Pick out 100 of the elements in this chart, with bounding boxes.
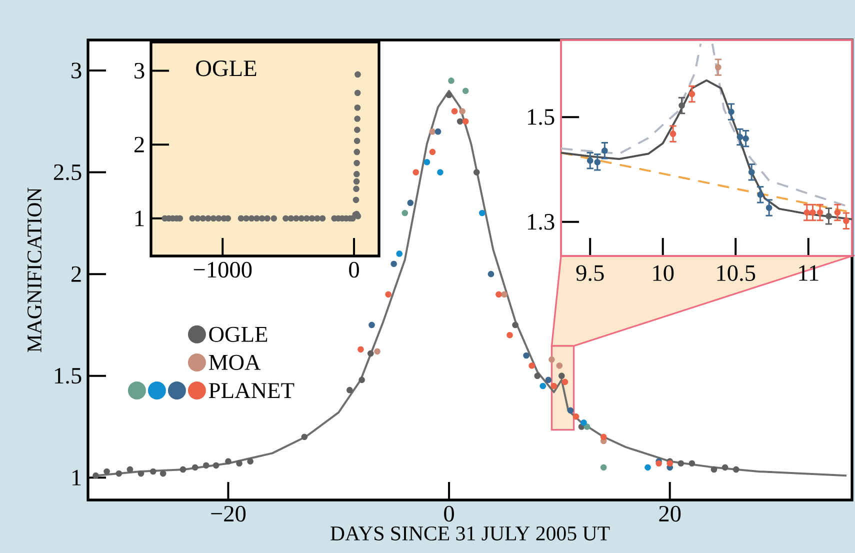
point [462,118,469,125]
point [216,215,222,222]
point [247,458,254,464]
point [180,466,186,473]
point [210,215,217,222]
point [104,468,110,475]
point [742,135,749,142]
point [354,90,361,96]
point [714,64,722,70]
point [314,215,320,222]
point [722,464,728,471]
point [258,215,266,222]
point [354,116,360,122]
point [202,462,210,469]
point [478,210,486,216]
point [412,169,420,176]
point [586,157,594,164]
point [358,346,364,353]
point [319,215,326,222]
point [429,128,436,135]
point [757,191,764,198]
text: OGLE [196,60,256,76]
y-tick-label: 2 [71,266,81,282]
point [354,148,360,156]
point [810,209,816,216]
line-series [561,79,852,220]
point [301,434,308,440]
point [225,458,232,464]
point [238,215,244,222]
point [390,260,397,268]
legend-label: PLANET [208,383,294,398]
point [496,291,502,298]
point [437,169,444,176]
point [710,466,718,473]
x-axis-title: DAYS SINCE 31 JULY 2005 UT [330,526,610,540]
x-tick-label: −20 [211,506,246,522]
point [354,138,360,144]
y-tick-label: 1 [72,470,81,486]
point [548,356,555,363]
point [212,462,220,469]
x-tick-label: 20 [659,506,681,522]
point [451,108,458,114]
point [224,215,232,222]
point [150,468,156,475]
y-tick-label: 1.5 [528,109,554,125]
point [688,460,696,467]
point [459,108,466,114]
point [601,147,608,154]
point [748,168,755,176]
x-tick-label: −1000 [194,262,252,278]
point [116,470,122,477]
y-tick-label: 1.5 [54,368,82,384]
point [506,332,513,338]
point [804,209,810,216]
y-tick-label: 2 [134,136,144,152]
point [358,376,365,384]
point [678,102,685,109]
y-tick-label: 2.5 [54,164,82,180]
point [353,178,360,185]
point [528,362,536,369]
point [732,466,740,473]
point [434,128,442,135]
point [462,88,469,94]
point [288,215,294,222]
point [816,209,824,216]
point [594,158,601,166]
y-tick-label: 3 [72,62,82,78]
point [236,460,242,467]
point [473,169,480,176]
point [126,466,134,473]
point [354,71,361,78]
point [558,372,565,380]
point [540,382,546,390]
point [429,148,436,156]
point [354,104,361,111]
point [656,460,662,467]
point [456,118,464,125]
x-tick-label: 9.5 [576,265,604,282]
point [385,291,392,298]
point [678,460,684,467]
point [92,472,99,479]
point [270,215,278,222]
point [368,322,375,328]
point [534,372,541,380]
point [367,350,374,357]
point [248,215,255,222]
point [736,134,744,140]
point [254,215,260,222]
x-tick-label: 10 [653,265,674,281]
point [446,92,452,98]
point [572,413,580,420]
point [402,210,408,216]
point [282,215,289,222]
point [293,215,300,222]
point [189,215,196,222]
point [688,90,696,98]
point [834,209,841,216]
point [600,464,607,471]
point [354,160,360,166]
x-tick-label: 0 [444,506,454,522]
